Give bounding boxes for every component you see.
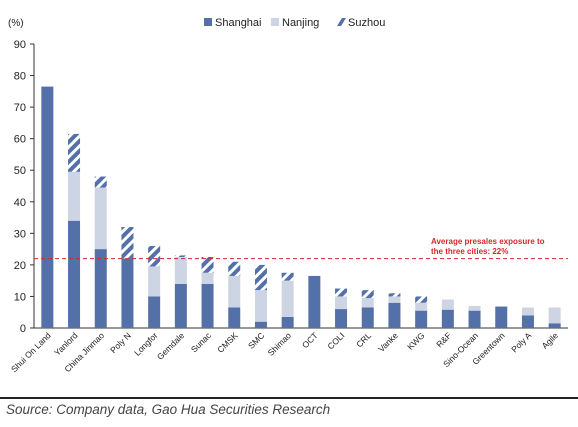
- legend-swatch-suzhou: [337, 18, 346, 26]
- x-tick-label: Poly A: [509, 330, 533, 354]
- x-tick-label: R&F: [434, 330, 453, 349]
- bar-suzhou-crl: [361, 290, 374, 299]
- bars: [41, 86, 561, 328]
- legend-swatch-nanjing: [271, 18, 279, 26]
- x-tick-label: OCT: [300, 330, 320, 350]
- legend: Shanghai Nanjing Suzhou: [204, 17, 385, 29]
- bar-nanjing-longfor: [148, 266, 161, 297]
- bar-suzhou-vanke: [388, 293, 401, 297]
- bar-shanghai-smc: [254, 321, 267, 328]
- bar-suzhou-longfor: [148, 245, 161, 267]
- legend-label-shanghai: Shanghai: [215, 17, 262, 29]
- reference-line-annotation: Average presales exposure to the three ci…: [431, 237, 545, 256]
- y-tick-label: 90: [14, 39, 26, 51]
- bar-shanghai-longfor: [148, 296, 161, 328]
- bar-shanghai-kwg: [415, 310, 428, 328]
- bar-shanghai-oct: [308, 275, 321, 328]
- y-tick-label: 20: [14, 260, 26, 272]
- bar-nanjing-vanke: [388, 296, 401, 303]
- bar-nanjing-kwg: [415, 302, 428, 311]
- bar-nanjing-crl: [361, 298, 374, 308]
- bar-suzhou-smc: [254, 264, 267, 291]
- bar-nanjing-cmsk: [228, 275, 241, 308]
- y-tick-label: 70: [14, 102, 26, 114]
- legend-label-suzhou: Suzhou: [348, 17, 385, 29]
- x-tick-label: SMC: [246, 330, 266, 350]
- bar-nanjing-yanlord: [68, 171, 81, 221]
- y-tick-label: 30: [14, 228, 26, 240]
- bar-shanghai-poly-a: [521, 315, 534, 328]
- bar-shanghai-coli: [335, 309, 348, 328]
- bar-shanghai-yanlord: [68, 220, 81, 328]
- legend-label-nanjing: Nanjing: [282, 17, 319, 29]
- bar-shanghai-shui-on-land: [41, 86, 54, 328]
- bar-nanjing-sunac: [201, 272, 214, 284]
- bar-suzhou-coli: [335, 288, 348, 297]
- bar-shanghai-china-jinmao: [94, 249, 107, 328]
- source-divider: [0, 397, 578, 399]
- bar-nanjing-gemdale: [174, 257, 187, 284]
- source-note: Source: Company data, Gao Hua Securities…: [6, 402, 331, 417]
- bar-suzhou-kwg: [415, 296, 428, 303]
- y-tick-label: 60: [14, 134, 26, 146]
- x-tick-label: Poly N: [108, 330, 133, 355]
- x-tick-label: CMSK: [215, 330, 240, 355]
- bar-shanghai-agile: [548, 323, 561, 328]
- x-tick-label: Shui On Land: [9, 330, 53, 374]
- reference-line-group: Average presales exposure to the three ci…: [34, 237, 568, 260]
- bar-nanjing-sino-ocean: [468, 305, 481, 311]
- x-tick-label: KWG: [405, 330, 426, 351]
- x-tick-label: Sunac: [189, 330, 214, 355]
- bar-shanghai-shimao: [281, 316, 294, 328]
- legend-swatch-shanghai: [204, 18, 212, 26]
- bar-suzhou-shimao: [281, 272, 294, 281]
- x-tick-label: Vanke: [376, 330, 400, 354]
- bar-shanghai-vanke: [388, 302, 401, 328]
- x-tick-label: Gemdale: [155, 330, 187, 362]
- x-tick-label: Shimao: [266, 330, 294, 358]
- bar-nanjing-r-f: [441, 299, 454, 310]
- bar-suzhou-sunac: [201, 257, 214, 273]
- x-tick-label: CRL: [354, 330, 373, 349]
- bar-nanjing-poly-a: [521, 307, 534, 316]
- bar-nanjing-china-jinmao: [94, 187, 107, 250]
- bar-suzhou-china-jinmao: [94, 176, 107, 188]
- bar-shanghai-cmsk: [228, 307, 241, 328]
- bar-shanghai-crl: [361, 307, 374, 328]
- bar-nanjing-shimao: [281, 280, 294, 317]
- y-axis-label: (%): [8, 18, 24, 29]
- bar-nanjing-smc: [254, 290, 267, 322]
- y-tick-label: 10: [14, 291, 26, 303]
- bar-suzhou-poly-n: [121, 227, 134, 259]
- bar-shanghai-poly-n: [121, 258, 134, 328]
- y-tick-label: 80: [14, 71, 26, 83]
- y-tick-label: 40: [14, 197, 26, 209]
- y-tick-label: 50: [14, 165, 26, 177]
- bar-suzhou-gemdale: [174, 255, 187, 257]
- bar-nanjing-coli: [335, 296, 348, 310]
- x-tick-label: Agile: [540, 330, 561, 351]
- bar-shanghai-sunac: [201, 283, 214, 328]
- bar-shanghai-greentown: [495, 306, 508, 328]
- bar-nanjing-agile: [548, 307, 561, 324]
- x-tick-label: COLI: [325, 330, 346, 351]
- bar-suzhou-yanlord: [68, 133, 81, 172]
- bar-shanghai-sino-ocean: [468, 310, 481, 328]
- bar-suzhou-cmsk: [228, 261, 241, 276]
- y-tick-label: 0: [20, 323, 26, 335]
- bar-shanghai-r-f: [441, 309, 454, 328]
- bar-shanghai-gemdale: [174, 283, 187, 328]
